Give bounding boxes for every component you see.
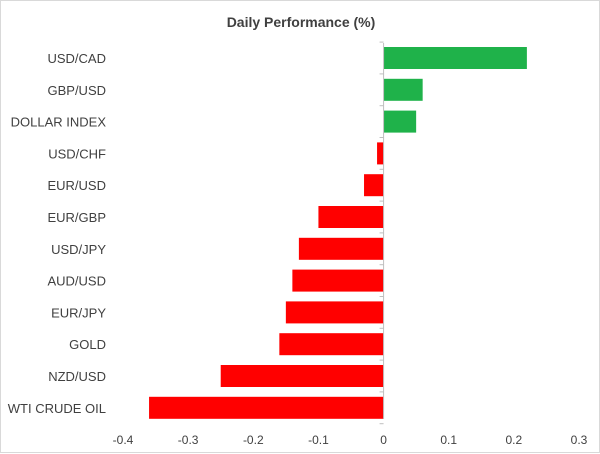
x-tick-label: 0.1	[440, 433, 457, 447]
category-label: NZD/USD	[48, 369, 106, 384]
x-tick-labels: -0.4 -0.3 -0.2 -0.1 0 0.1 0.2 0.3	[113, 433, 588, 447]
x-tick-label: -0.1	[308, 433, 329, 447]
category-label: EUR/USD	[47, 178, 106, 193]
bar-wti-crude-oil	[149, 396, 384, 419]
x-tick-label: 0.3	[571, 433, 588, 447]
category-label: GOLD	[69, 337, 106, 352]
category-label: EUR/GBP	[47, 210, 106, 225]
x-tick-label: -0.3	[178, 433, 199, 447]
x-tick-label: -0.4	[113, 433, 134, 447]
bar-gbp-usd	[383, 78, 423, 101]
x-tick-label: 0.2	[506, 433, 523, 447]
category-label: USD/CAD	[47, 51, 106, 66]
category-label: AUD/USD	[47, 274, 106, 289]
category-label: DOLLAR INDEX	[11, 115, 107, 130]
category-labels: USD/CAD GBP/USD DOLLAR INDEX USD/CHF EUR/USD…	[8, 51, 107, 416]
x-tick-label: -0.2	[243, 433, 264, 447]
bar-usd-jpy	[298, 237, 384, 260]
bar-gold	[279, 333, 384, 356]
bar-eur-jpy	[285, 301, 384, 324]
bar-aud-usd	[292, 269, 384, 292]
bars-layer	[149, 47, 527, 419]
bar-eur-usd	[364, 174, 384, 197]
category-label: WTI CRUDE OIL	[8, 401, 106, 416]
category-label: USD/JPY	[51, 242, 106, 257]
category-label: GBP/USD	[47, 83, 106, 98]
bar-usd-chf	[377, 142, 384, 165]
axis-layer	[379, 41, 385, 425]
bar-nzd-usd	[220, 365, 384, 387]
bar-usd-cad	[383, 47, 527, 69]
x-tick-label: 0	[380, 433, 387, 447]
category-label: EUR/JPY	[51, 305, 106, 320]
category-label: USD/CHF	[48, 146, 106, 161]
chart-title: Daily Performance (%)	[227, 14, 376, 30]
bar-eur-gbp	[318, 206, 384, 228]
bar-dollar-index	[383, 110, 417, 133]
